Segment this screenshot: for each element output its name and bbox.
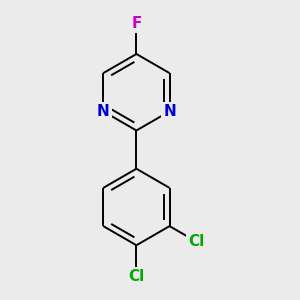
- Text: N: N: [163, 104, 176, 119]
- Text: Cl: Cl: [189, 234, 205, 249]
- Text: Cl: Cl: [128, 269, 145, 284]
- Text: N: N: [97, 104, 110, 119]
- Text: F: F: [131, 16, 142, 31]
